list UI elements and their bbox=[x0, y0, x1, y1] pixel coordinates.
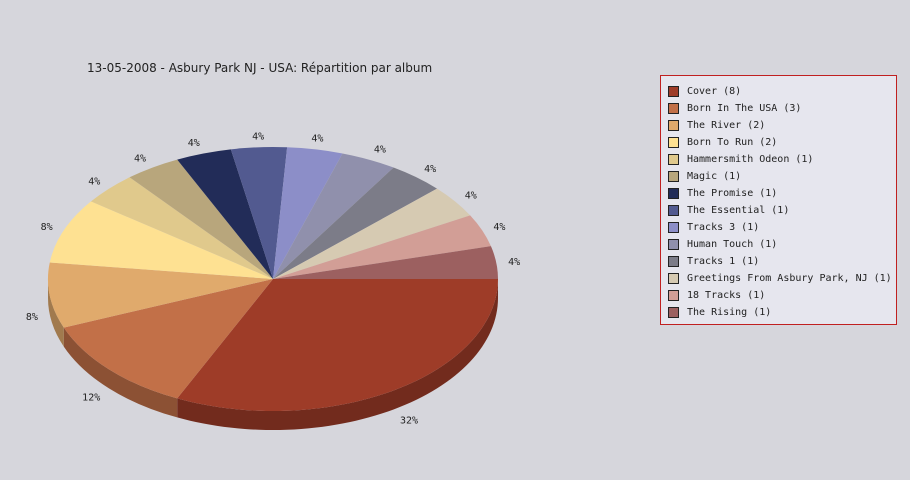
pie-label-9: 4% bbox=[374, 145, 386, 156]
pie-slice-7 bbox=[230, 147, 288, 279]
legend-item: Tracks 1 (1) bbox=[661, 253, 896, 270]
pie-label-6: 4% bbox=[188, 138, 200, 149]
legend-label: Born In The USA (3) bbox=[687, 103, 802, 114]
legend-item: Human Touch (1) bbox=[661, 236, 896, 253]
legend-swatch bbox=[668, 154, 679, 165]
legend-item: Born To Run (2) bbox=[661, 134, 896, 151]
pie-slices bbox=[48, 147, 499, 411]
legend-item: Greetings From Asbury Park, NJ (1) bbox=[661, 270, 896, 287]
pie-slice-1 bbox=[63, 279, 273, 399]
pie-label-10: 4% bbox=[424, 164, 436, 175]
legend-label: Magic (1) bbox=[687, 171, 742, 182]
legend-item: The River (2) bbox=[661, 117, 896, 134]
legend-item: The Rising (1) bbox=[661, 304, 896, 321]
pie-slice-6 bbox=[177, 149, 273, 279]
legend-label: Greetings From Asbury Park, NJ (1) bbox=[687, 273, 892, 284]
pie-label-13: 4% bbox=[508, 257, 520, 268]
legend-swatch bbox=[668, 256, 679, 267]
legend-swatch bbox=[668, 307, 679, 318]
pie-slice-2 bbox=[48, 262, 274, 328]
legend-label: The River (2) bbox=[687, 120, 766, 131]
legend-label: Tracks 3 (1) bbox=[687, 222, 760, 233]
legend-item: The Promise (1) bbox=[661, 185, 896, 202]
legend-swatch bbox=[668, 171, 679, 182]
legend-swatch bbox=[668, 103, 679, 114]
pie-slice-11 bbox=[273, 188, 471, 279]
pie-slice-side-0 bbox=[177, 279, 499, 430]
legend-swatch bbox=[668, 290, 679, 301]
legend-swatch bbox=[668, 137, 679, 148]
legend-label: Born To Run (2) bbox=[687, 137, 778, 148]
legend-label: The Rising (1) bbox=[687, 307, 772, 318]
pie-label-12: 4% bbox=[493, 222, 505, 233]
legend-label: 18 Tracks (1) bbox=[687, 290, 766, 301]
pie-label-11: 4% bbox=[465, 190, 477, 201]
pie-depth bbox=[48, 279, 499, 430]
legend-swatch bbox=[668, 222, 679, 233]
legend-label: The Essential (1) bbox=[687, 205, 790, 216]
pie-slice-side-1 bbox=[63, 327, 178, 418]
chart-title: 13-05-2008 - Asbury Park NJ - USA: Répar… bbox=[87, 61, 433, 75]
pie-slice-8 bbox=[273, 147, 343, 279]
pie-label-4: 4% bbox=[88, 176, 100, 187]
legend-swatch bbox=[668, 239, 679, 250]
legend-swatch bbox=[668, 86, 679, 97]
legend-item: 18 Tracks (1) bbox=[661, 287, 896, 304]
pie-slice-3 bbox=[49, 201, 273, 279]
legend-swatch bbox=[668, 205, 679, 216]
pie-label-7: 4% bbox=[252, 131, 264, 142]
pie-label-0: 32% bbox=[400, 416, 418, 427]
pie-slice-10 bbox=[273, 167, 438, 279]
pie-label-5: 4% bbox=[134, 153, 146, 164]
pie-label-2: 8% bbox=[26, 312, 38, 323]
legend-item: Cover (8) bbox=[661, 83, 896, 100]
legend-swatch bbox=[668, 188, 679, 199]
legend-swatch bbox=[668, 120, 679, 131]
legend-label: The Promise (1) bbox=[687, 188, 778, 199]
legend-item: Born In The USA (3) bbox=[661, 100, 896, 117]
pie-slice-5 bbox=[129, 159, 273, 279]
legend-item: Magic (1) bbox=[661, 168, 896, 185]
legend-item: Tracks 3 (1) bbox=[661, 219, 896, 236]
pie-slice-4 bbox=[90, 177, 273, 279]
pie-label-3: 8% bbox=[41, 222, 53, 233]
legend-swatch bbox=[668, 273, 679, 284]
legend-item: The Essential (1) bbox=[661, 202, 896, 219]
legend-label: Hammersmith Odeon (1) bbox=[687, 154, 814, 165]
legend-item: Hammersmith Odeon (1) bbox=[661, 151, 896, 168]
pie-slice-13 bbox=[273, 246, 498, 279]
pie-label-1: 12% bbox=[82, 393, 100, 404]
legend-label: Human Touch (1) bbox=[687, 239, 778, 250]
legend-label: Tracks 1 (1) bbox=[687, 256, 760, 267]
legend-label: Cover (8) bbox=[687, 86, 742, 97]
pie-labels: 32% 12% 8% 8% 4% 4% 4% 4% 4% 4% 4% 4% 4% 4% bbox=[26, 131, 520, 426]
pie-slice-12 bbox=[273, 215, 491, 279]
legend: Cover (8) Born In The USA (3) The River (2… bbox=[660, 75, 897, 325]
pie-slice-0 bbox=[177, 279, 499, 411]
pie-slice-9 bbox=[273, 153, 394, 279]
pie-label-8: 4% bbox=[311, 134, 323, 145]
pie-slice-side-2 bbox=[48, 279, 64, 347]
